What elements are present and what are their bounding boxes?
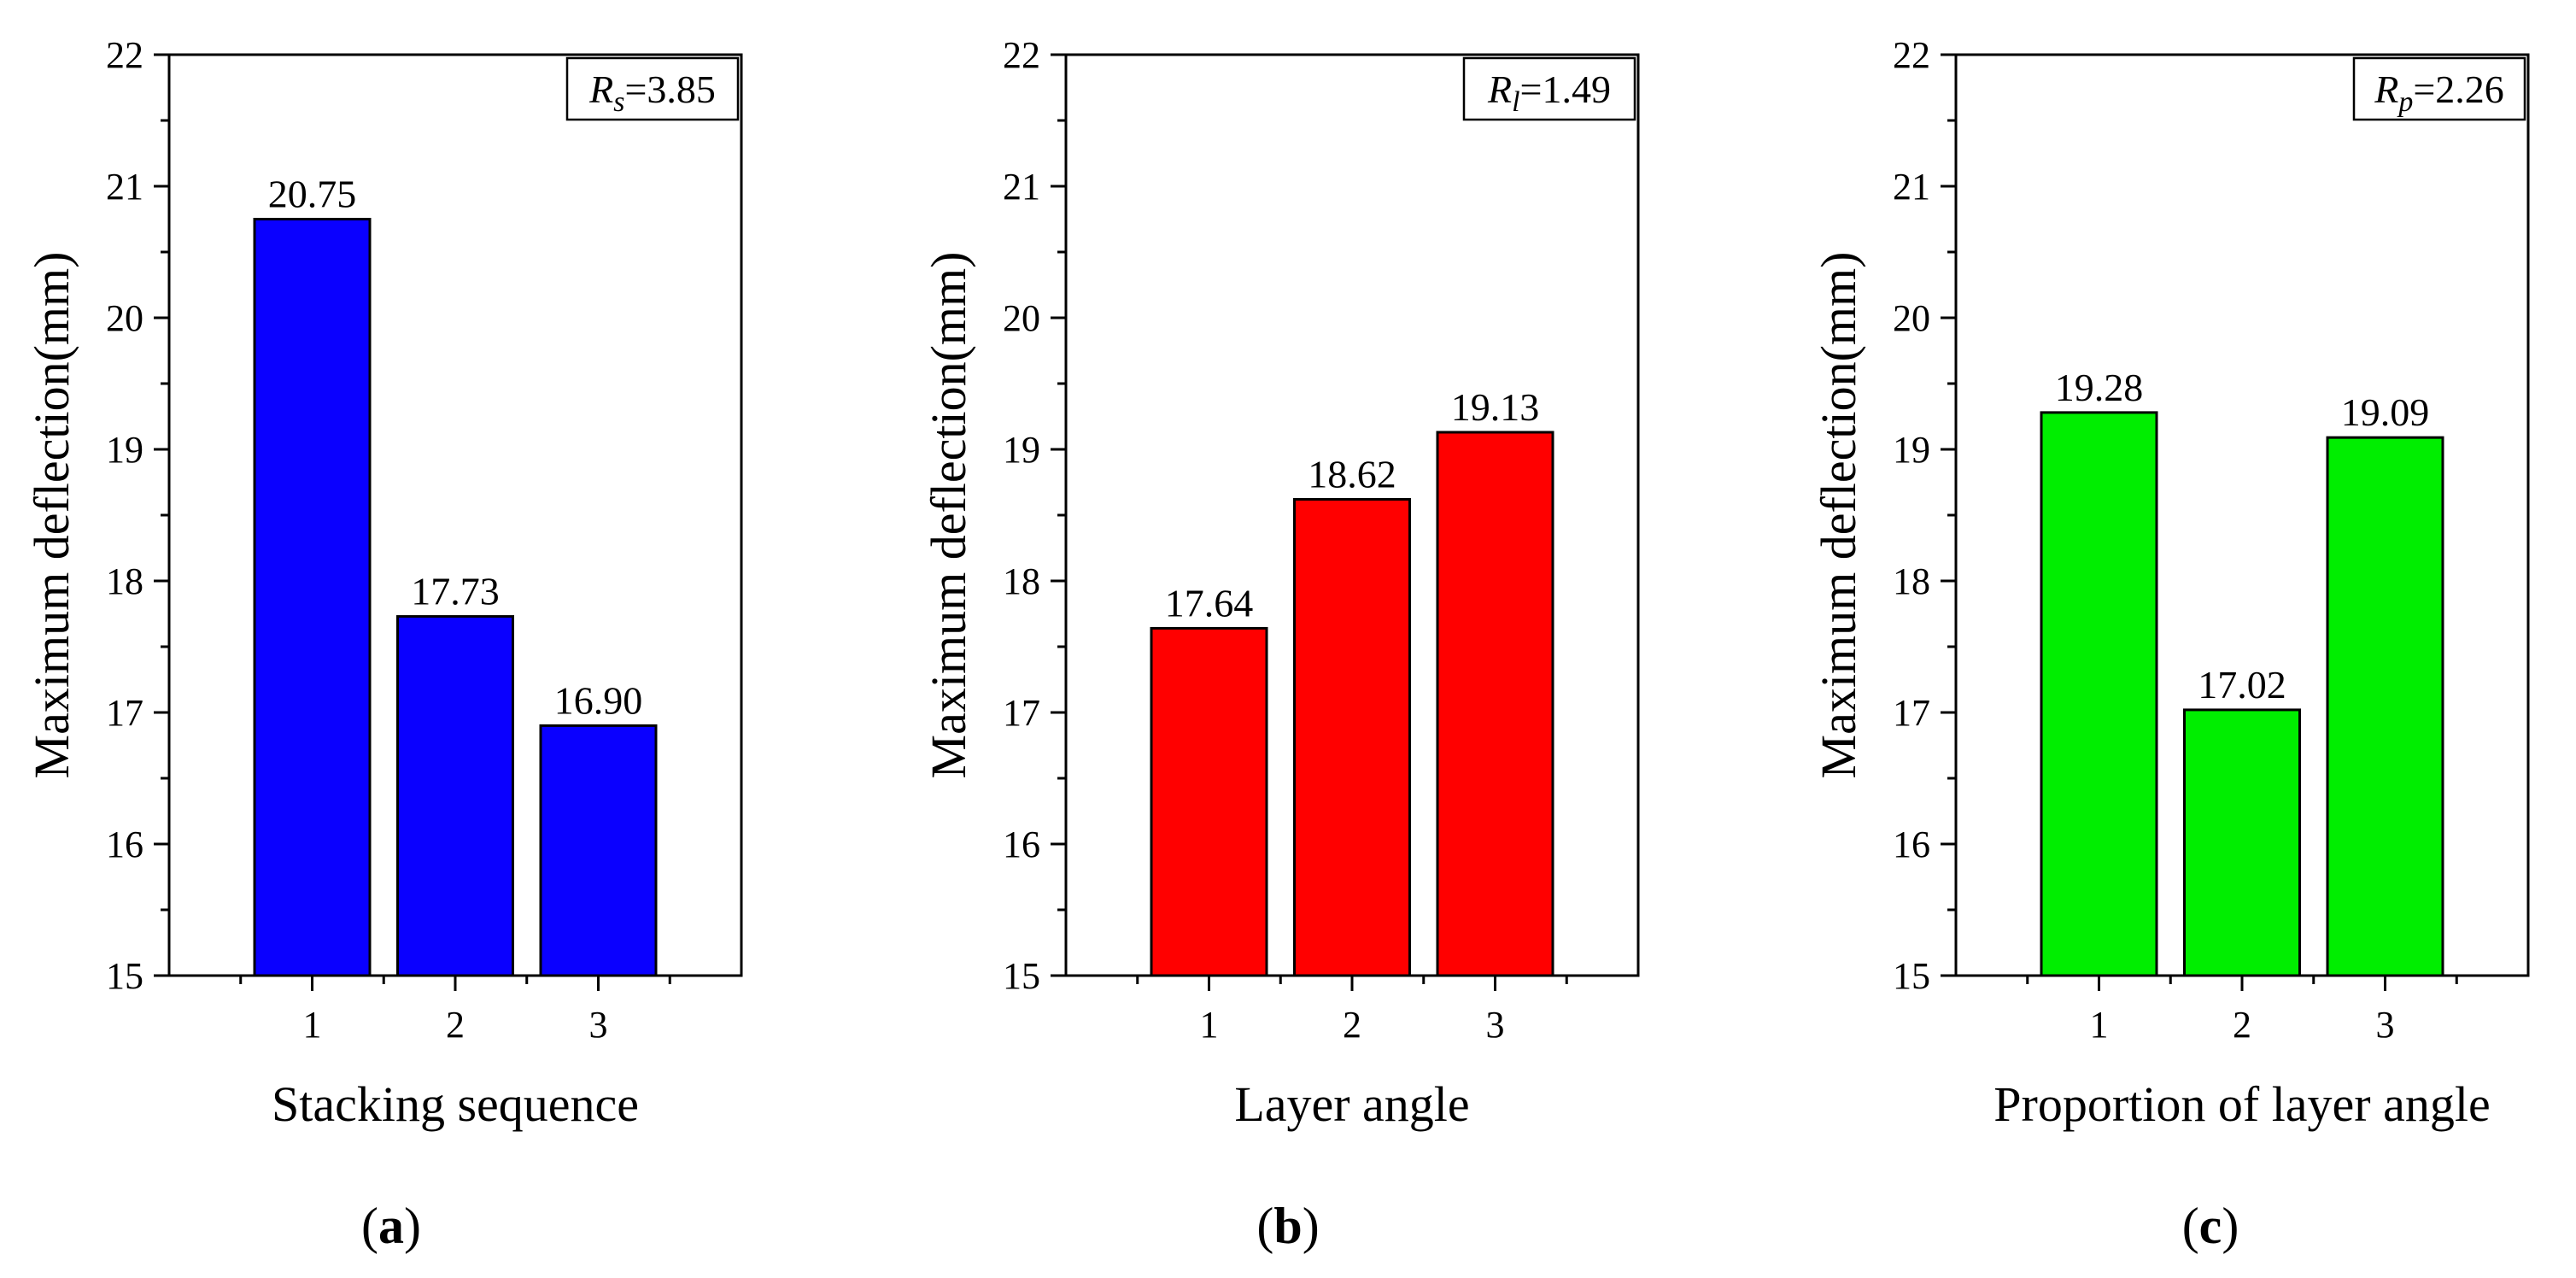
y-tick-label-a-17: 17 xyxy=(106,692,143,734)
x-tick-label-b-3: 3 xyxy=(1486,1004,1505,1046)
x-tick-label-b-1: 1 xyxy=(1200,1004,1219,1046)
annotation-value: =2.26 xyxy=(2413,67,2503,111)
panel-label-c: (c) xyxy=(2182,1198,2239,1254)
y-tick-label-c-19: 19 xyxy=(1893,429,1930,471)
x-tick-label-c-1: 1 xyxy=(2090,1004,2109,1046)
y-axis-title-a: Maximum deflection(mm) xyxy=(24,252,79,779)
y-axis-title-c: Maximum deflection(mm) xyxy=(1811,252,1866,779)
panel-label-letter: c xyxy=(2199,1198,2222,1254)
data-label-c-3: 19.09 xyxy=(2341,390,2430,434)
bar-b-2 xyxy=(1293,498,1411,977)
x-tick-label-a-3: 3 xyxy=(589,1004,608,1046)
annotation-value: =3.85 xyxy=(624,67,715,111)
annotation-subscript: s xyxy=(613,86,624,118)
data-label-b-3: 19.13 xyxy=(1451,385,1540,429)
y-tick-label-c-15: 15 xyxy=(1893,955,1930,997)
y-tick-label-a-18: 18 xyxy=(106,560,143,602)
annotation-symbol: R xyxy=(588,67,613,111)
y-tick-label-c-20: 20 xyxy=(1893,297,1930,339)
annotation-box-b xyxy=(1462,56,1636,121)
x-tick-label-b-2: 2 xyxy=(1343,1004,1361,1046)
panel-label-open: ( xyxy=(2182,1198,2199,1254)
annotation-symbol: R xyxy=(1487,67,1512,111)
data-label-a-1: 20.75 xyxy=(268,173,357,216)
y-tick-label-a-21: 21 xyxy=(106,166,143,208)
panel-label-letter: b xyxy=(1273,1198,1302,1254)
panel-label-close: ) xyxy=(2222,1198,2239,1254)
annotation-symbol: R xyxy=(2374,67,2398,111)
y-tick-label-c-16: 16 xyxy=(1893,824,1930,865)
x-tick-label-c-2: 2 xyxy=(2233,1004,2251,1046)
bar-c-3 xyxy=(2326,436,2444,977)
annotation-text-c: Rp=2.26 xyxy=(2374,67,2504,118)
panel-label-close: ) xyxy=(404,1198,421,1254)
bar-c-1 xyxy=(2040,411,2158,977)
annotation-subscript: p xyxy=(2397,86,2413,118)
y-tick-label-b-21: 21 xyxy=(1003,166,1040,208)
bar-a-3 xyxy=(539,724,658,977)
y-tick-label-a-19: 19 xyxy=(106,429,143,471)
y-tick-label-a-16: 16 xyxy=(106,824,143,865)
data-label-b-2: 18.62 xyxy=(1308,453,1396,496)
y-tick-label-b-17: 17 xyxy=(1003,692,1040,734)
annotation-text-b: Rl=1.49 xyxy=(1487,67,1611,118)
data-label-a-2: 17.73 xyxy=(411,570,500,613)
panel-label-b: (b) xyxy=(1256,1198,1319,1254)
bar-a-1 xyxy=(253,218,372,977)
data-label-a-3: 16.90 xyxy=(554,678,643,722)
y-tick-label-c-21: 21 xyxy=(1893,166,1930,208)
panel-label-open: ( xyxy=(361,1198,378,1254)
y-tick-label-a-15: 15 xyxy=(106,955,143,997)
bar-a-2 xyxy=(396,615,514,977)
y-tick-label-b-19: 19 xyxy=(1003,429,1040,471)
bar-c-2 xyxy=(2183,708,2301,977)
bar-b-1 xyxy=(1150,626,1268,977)
y-tick-label-a-20: 20 xyxy=(106,297,143,339)
data-label-b-1: 17.64 xyxy=(1165,581,1254,624)
y-tick-label-c-18: 18 xyxy=(1893,560,1930,602)
panel-label-letter: a xyxy=(378,1198,404,1254)
x-axis-title-c: Proportion of layer angle xyxy=(1993,1076,2490,1132)
panel-label-open: ( xyxy=(1256,1198,1273,1254)
data-label-c-2: 17.02 xyxy=(2198,663,2286,706)
y-tick-label-c-22: 22 xyxy=(1893,34,1930,76)
chart-panel-b: 17.64 18.62 19.13 15 16 17 18 19 20 21 22 1 2 3 Layer … xyxy=(921,34,1640,1132)
x-axis-title-a: Stacking sequence xyxy=(272,1076,639,1132)
annotation-text-a: Rs=3.85 xyxy=(588,67,716,118)
y-axis-title-b: Maximum deflection(mm) xyxy=(921,252,976,779)
y-tick-label-c-17: 17 xyxy=(1893,692,1930,734)
x-axis-title-b: Layer angle xyxy=(1234,1076,1469,1132)
y-tick-label-b-20: 20 xyxy=(1003,297,1040,339)
x-tick-label-a-1: 1 xyxy=(303,1004,322,1046)
y-tick-label-b-18: 18 xyxy=(1003,560,1040,602)
y-tick-label-b-15: 15 xyxy=(1003,955,1040,997)
annotation-value: =1.49 xyxy=(1520,67,1611,111)
bar-b-3 xyxy=(1436,431,1554,977)
chart-panel-a: 20.75 17.73 16.90 15 16 17 18 19 20 21 22 1 2 3 Stacki… xyxy=(24,34,743,1132)
x-tick-label-c-3: 3 xyxy=(2376,1004,2395,1046)
data-label-c-1: 19.28 xyxy=(2055,366,2144,409)
panel-label-a: (a) xyxy=(361,1198,421,1254)
y-tick-label-b-22: 22 xyxy=(1003,34,1040,76)
panel-label-close: ) xyxy=(1303,1198,1320,1254)
x-tick-label-a-2: 2 xyxy=(446,1004,465,1046)
annotation-box-a xyxy=(565,56,740,121)
annotation-subscript: l xyxy=(1512,86,1519,118)
y-tick-label-b-16: 16 xyxy=(1003,824,1040,865)
y-tick-label-a-22: 22 xyxy=(106,34,143,76)
chart-panel-c: 19.28 17.02 19.09 15 16 17 18 19 20 21 22 1 2 3 Propor… xyxy=(1811,34,2530,1132)
annotation-box-c xyxy=(2352,56,2526,121)
